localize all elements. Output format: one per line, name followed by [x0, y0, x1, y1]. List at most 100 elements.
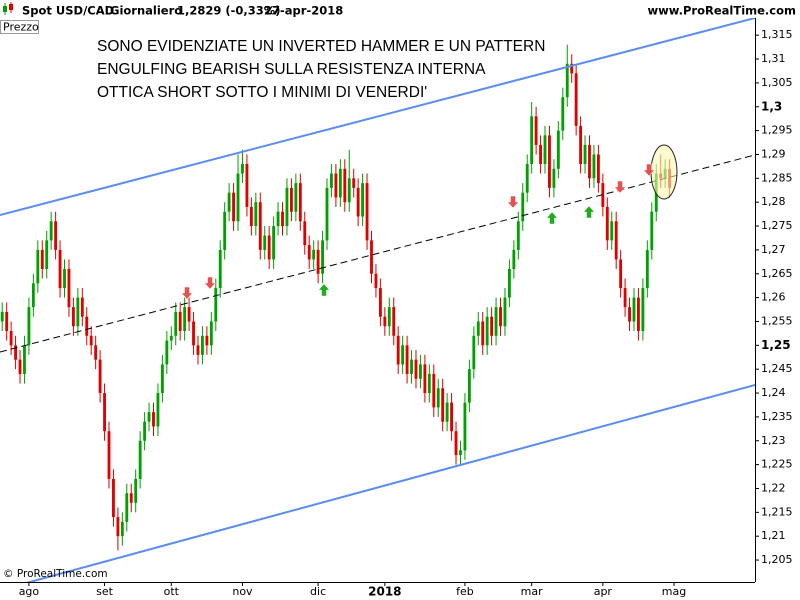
- candle-body: [494, 307, 498, 336]
- candle-body: [619, 259, 623, 289]
- y-tick-label: 1,275: [761, 219, 793, 232]
- candle-body: [276, 211, 280, 227]
- y-tick-label: 1,285: [761, 171, 793, 184]
- trend-line: [26, 383, 755, 582]
- candle-body: [160, 364, 164, 394]
- annotation: ENGULFING BEARISH SULLA RESISTENZA INTER…: [97, 61, 486, 78]
- candle-body: [129, 493, 133, 503]
- sell-arrow: [180, 286, 194, 300]
- candle-body: [356, 187, 360, 217]
- candle-body: [201, 335, 204, 355]
- candle-body: [143, 421, 147, 441]
- candle-body: [138, 440, 142, 479]
- candle-body: [294, 183, 298, 212]
- y-tick-label: 1,255: [761, 314, 793, 327]
- x-tick-label: dic: [310, 585, 326, 598]
- candle-body: [303, 221, 307, 246]
- trend-line: [0, 154, 755, 353]
- y-tick-label: 1,3: [761, 99, 782, 113]
- x-tick-label: feb: [456, 585, 474, 598]
- y-tick-label: 1,315: [761, 28, 793, 41]
- x-tick-label: apr: [594, 585, 613, 598]
- candle-body: [5, 311, 9, 332]
- buy-arrow: [317, 283, 331, 297]
- candle-body: [476, 321, 480, 336]
- sell-arrow: [506, 195, 520, 209]
- candle-body: [570, 63, 574, 74]
- candle-body: [561, 97, 565, 131]
- candle-body: [223, 211, 227, 250]
- candle-body: [218, 249, 222, 289]
- x-tick-label: 2018: [368, 585, 401, 599]
- candle-body: [14, 345, 17, 360]
- candle-body: [112, 478, 115, 518]
- candle-body: [503, 297, 507, 327]
- candle-body: [499, 307, 502, 327]
- candle-body: [525, 164, 529, 193]
- candle-body: [31, 283, 35, 308]
- candle-body: [178, 311, 182, 332]
- candle-body: [410, 359, 413, 374]
- candle-body: [174, 311, 178, 336]
- candle-body: [454, 431, 458, 456]
- candle-body: [592, 154, 596, 179]
- candle-body: [637, 297, 640, 332]
- candle-body: [0, 311, 4, 322]
- y-tick-label: 1,27: [761, 243, 786, 256]
- candle-body: [98, 359, 102, 394]
- candle-body: [232, 192, 235, 222]
- trend-line: [0, 18, 755, 217]
- candle-body: [414, 359, 418, 379]
- candle-body: [485, 316, 489, 346]
- y-tick-label: 1,25: [761, 338, 791, 352]
- candle-body: [63, 268, 66, 289]
- candle-body: [512, 249, 516, 269]
- plot: [0, 18, 755, 582]
- candle-body: [94, 345, 98, 360]
- candle-body: [588, 144, 591, 179]
- panel-box: [0, 20, 39, 34]
- candle-body: [507, 268, 511, 298]
- candle-body: [245, 164, 249, 207]
- candle-body: [614, 221, 618, 260]
- quote: 1,2829 (-0,33%): [177, 4, 281, 18]
- y-tick-label: 1,245: [761, 362, 793, 375]
- candle-body: [343, 168, 347, 203]
- candle-body: [374, 273, 378, 289]
- candle-body: [338, 168, 342, 198]
- candle-body: [579, 125, 583, 165]
- candle-body: [249, 206, 253, 227]
- candle-body: [285, 187, 289, 227]
- candle-body: [467, 369, 471, 403]
- candle-body: [481, 321, 485, 346]
- candle-body: [134, 478, 138, 503]
- candle-body: [459, 450, 462, 456]
- candle-body: [419, 364, 422, 379]
- candle-body: [623, 288, 627, 308]
- candle-body: [534, 116, 538, 145]
- candle-body: [387, 307, 391, 327]
- y-tick-label: 1,22: [761, 481, 786, 494]
- candle-body: [645, 249, 649, 289]
- candle-body: [205, 335, 209, 346]
- x-tick-label: mag: [662, 585, 686, 598]
- candle-body: [76, 297, 80, 327]
- candle-body: [548, 135, 551, 188]
- candle-body: [463, 402, 467, 451]
- candle-body: [80, 297, 84, 317]
- candle-body: [196, 345, 200, 355]
- panel-label: Prezzo: [3, 21, 39, 34]
- candle-body: [441, 388, 445, 422]
- candle-body: [365, 183, 369, 241]
- candle-body: [610, 221, 614, 241]
- candle-body: [641, 288, 645, 332]
- candle-body: [472, 335, 476, 370]
- candle-body: [187, 307, 191, 322]
- y-tick-label: 1,305: [761, 76, 793, 89]
- candle-body: [183, 307, 187, 332]
- candle-body: [605, 206, 609, 241]
- candle-body: [18, 359, 22, 374]
- candle-body: [169, 335, 173, 341]
